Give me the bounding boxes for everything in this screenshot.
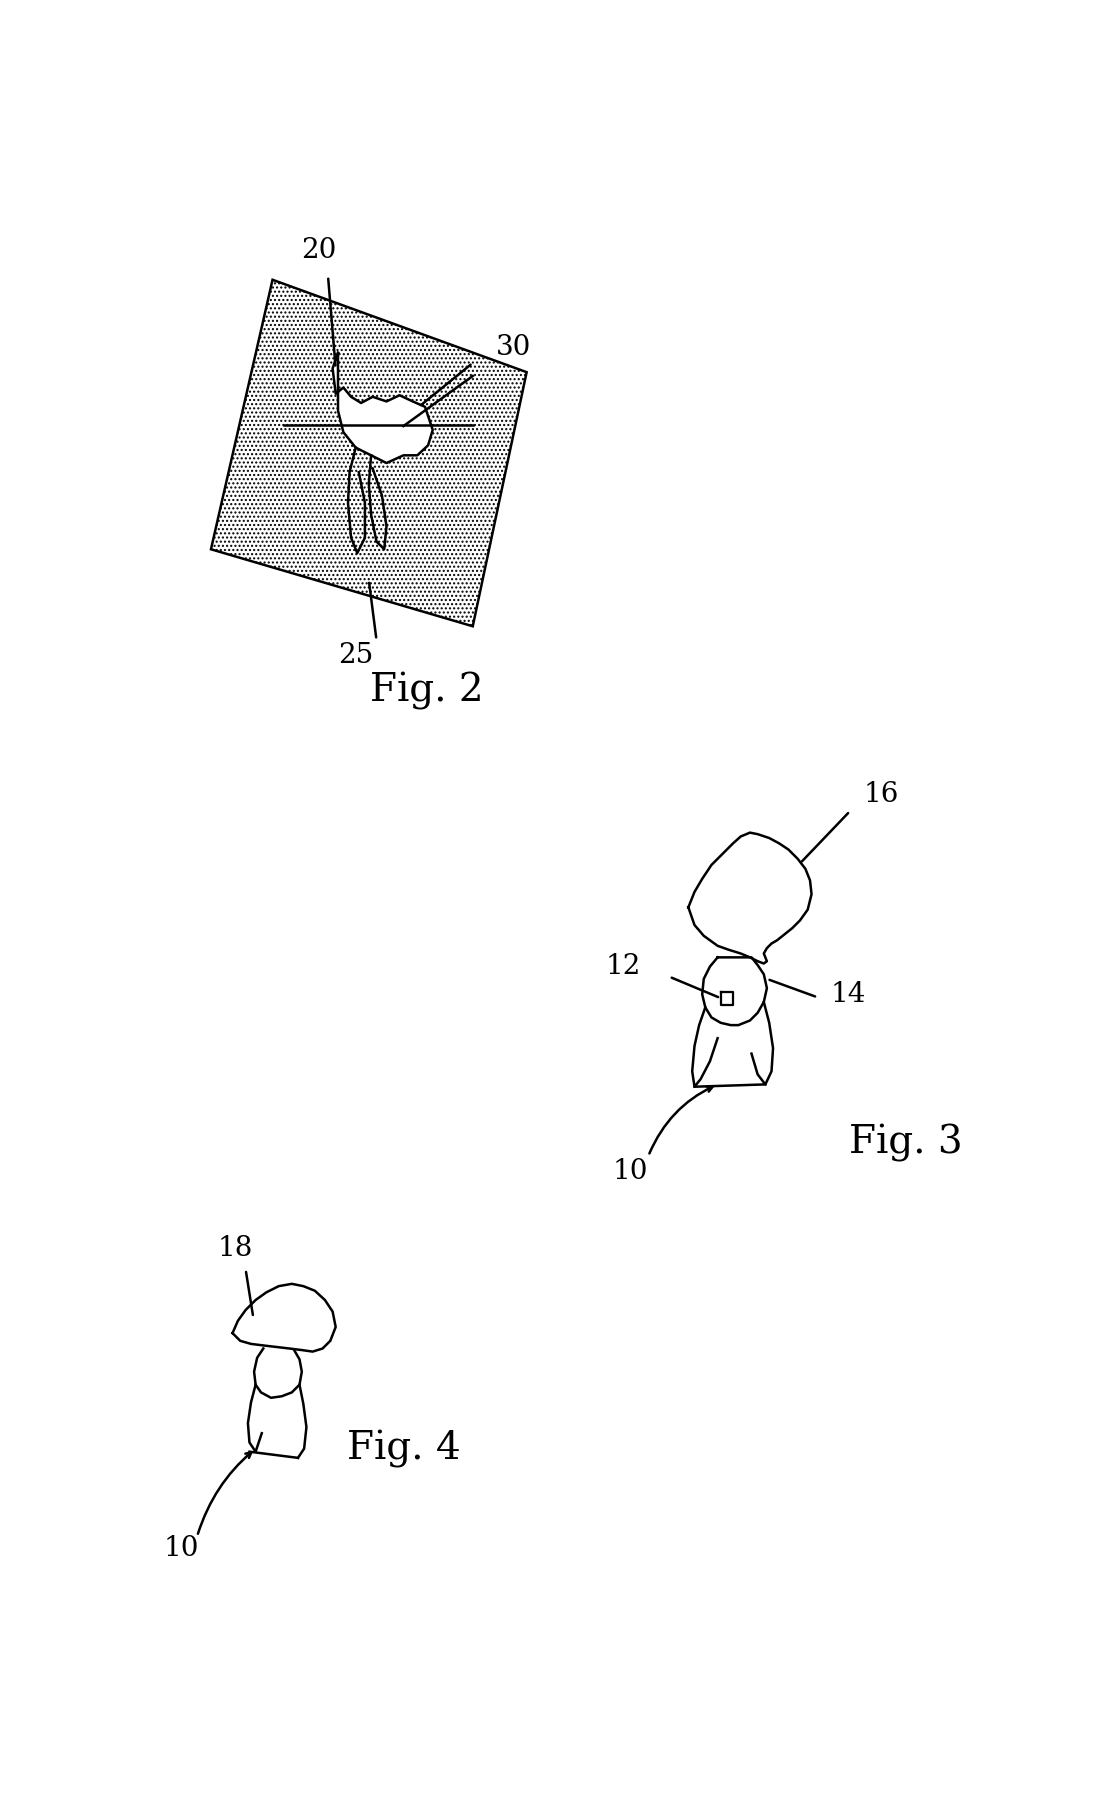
Polygon shape — [689, 833, 811, 964]
Text: 14: 14 — [831, 982, 867, 1007]
Polygon shape — [211, 280, 527, 625]
Text: Fig. 2: Fig. 2 — [370, 673, 483, 711]
Text: Fig. 4: Fig. 4 — [347, 1431, 460, 1467]
Polygon shape — [702, 958, 767, 1025]
Text: 18: 18 — [218, 1234, 253, 1262]
Text: 10: 10 — [613, 1158, 649, 1185]
Polygon shape — [232, 1284, 336, 1351]
Text: Fig. 3: Fig. 3 — [849, 1124, 962, 1162]
Text: 30: 30 — [496, 335, 531, 362]
Text: 16: 16 — [864, 780, 899, 807]
Polygon shape — [332, 353, 432, 464]
Text: 12: 12 — [605, 953, 641, 980]
Text: 20: 20 — [301, 236, 337, 264]
Text: 10: 10 — [164, 1536, 200, 1562]
Text: 25: 25 — [338, 642, 373, 669]
